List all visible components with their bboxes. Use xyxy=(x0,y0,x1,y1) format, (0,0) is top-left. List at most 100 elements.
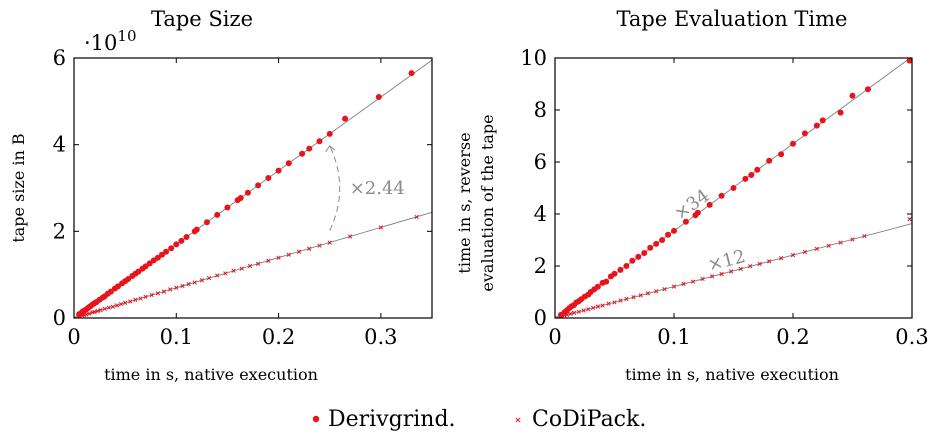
y-multiplier-exponent: 10 xyxy=(117,27,136,45)
data-point-derivgrind xyxy=(342,115,349,122)
y-multiplier: ·1010 xyxy=(84,27,137,55)
data-points xyxy=(76,70,419,319)
x-tick-label: 0.3 xyxy=(895,325,928,349)
x-tick-label: 0 xyxy=(67,325,80,349)
data-point-derivgrind xyxy=(214,211,221,218)
x-tick-label: 0.1 xyxy=(160,325,193,349)
data-point-codipack xyxy=(149,292,154,298)
data-point-codipack xyxy=(155,291,161,296)
y-multiplier-base: ·10 xyxy=(84,31,117,55)
data-point-codipack xyxy=(586,307,591,312)
data-point-derivgrind xyxy=(635,253,642,260)
data-point-codipack xyxy=(231,268,236,273)
data-point-codipack xyxy=(307,246,312,251)
data-point-derivgrind xyxy=(742,175,749,182)
y-tick-label: 0 xyxy=(534,306,547,330)
data-point-codipack xyxy=(98,308,103,313)
data-point-derivgrind xyxy=(706,201,713,208)
data-point-derivgrind xyxy=(864,86,871,93)
data-point-codipack xyxy=(645,291,650,296)
data-point-codipack xyxy=(802,249,808,255)
data-point-codipack xyxy=(239,266,244,271)
data-point-derivgrind xyxy=(665,231,672,238)
y-tick-label: 2 xyxy=(534,254,547,278)
annotation-text: ×2.44 xyxy=(350,178,405,199)
data-point-derivgrind xyxy=(275,167,282,174)
legend: Derivgrind. CoDiPack. xyxy=(312,407,646,432)
data-point-codipack xyxy=(681,281,686,287)
data-point-codipack xyxy=(122,300,128,305)
data-point-codipack xyxy=(110,304,116,309)
annotation-arrowhead xyxy=(325,145,336,153)
data-point-derivgrind xyxy=(801,130,808,137)
data-point-codipack xyxy=(186,282,191,287)
data-point-codipack xyxy=(118,301,124,307)
data-point-codipack xyxy=(223,271,228,276)
data-point-codipack xyxy=(778,256,784,261)
data-point-derivgrind xyxy=(158,251,165,258)
legend-label-codipack: CoDiPack. xyxy=(532,407,646,432)
data-point-codipack xyxy=(709,274,715,279)
data-point-codipack xyxy=(606,301,611,306)
data-point-codipack xyxy=(167,287,173,292)
data-point-codipack xyxy=(106,305,111,310)
data-point-derivgrind xyxy=(125,276,132,282)
legend-label-derivgrind: Derivgrind. xyxy=(328,407,456,432)
annotation-arrow xyxy=(329,145,341,231)
data-point-derivgrind xyxy=(641,250,648,256)
data-point-codipack xyxy=(590,305,596,311)
data-point-derivgrind xyxy=(255,182,262,189)
data-point-derivgrind xyxy=(694,209,701,216)
data-point-codipack xyxy=(618,298,623,303)
data-point-derivgrind xyxy=(754,166,761,173)
data-point-derivgrind xyxy=(647,244,654,251)
x-axis-label: time in s, native execution xyxy=(104,365,318,384)
data-point-codipack xyxy=(719,271,724,277)
x-tick-label: 0.3 xyxy=(364,325,397,349)
chart-title: Tape Evaluation Time xyxy=(617,7,848,31)
data-point-derivgrind xyxy=(168,245,175,252)
data-point-codipack xyxy=(862,233,867,239)
y-axis-label: tape size in B xyxy=(9,133,28,242)
data-point-codipack xyxy=(850,237,855,242)
data-point-derivgrind xyxy=(375,94,382,100)
data-point-codipack xyxy=(814,246,819,251)
data-point-derivgrind xyxy=(142,263,149,270)
data-point-codipack xyxy=(738,266,743,272)
data-point-codipack xyxy=(690,279,696,284)
data-point-codipack xyxy=(790,252,796,258)
data-point-derivgrind xyxy=(265,175,272,182)
data-point-derivgrind xyxy=(671,227,677,234)
y-tick-label: 6 xyxy=(53,46,66,70)
data-point-derivgrind xyxy=(653,240,660,247)
data-point-codipack xyxy=(826,243,831,248)
data-point-codipack xyxy=(348,234,353,239)
data-point-derivgrind xyxy=(316,138,323,145)
data-point-codipack xyxy=(161,289,167,294)
annotation: ×2.44 xyxy=(325,145,405,231)
x-axis-label: time in s, native execution xyxy=(625,365,839,384)
data-point-codipack xyxy=(327,240,332,245)
data-point-codipack xyxy=(600,303,605,308)
data-point-codipack xyxy=(414,214,419,220)
data-point-derivgrind xyxy=(285,160,292,167)
data-point-derivgrind xyxy=(183,233,190,240)
data-point-codipack xyxy=(907,217,912,222)
y-axis-label-line-1: time in s, reverse xyxy=(455,132,474,273)
data-point-codipack xyxy=(576,309,581,314)
data-point-codipack xyxy=(631,295,636,300)
data-point-codipack xyxy=(199,278,205,283)
data-point-codipack xyxy=(612,300,617,305)
data-point-derivgrind xyxy=(178,237,185,244)
data-point-derivgrind xyxy=(154,254,161,261)
data-point-derivgrind xyxy=(819,117,826,124)
x-tick-label: 0 xyxy=(548,325,561,349)
data-point-codipack xyxy=(266,258,271,263)
data-point-codipack xyxy=(624,296,629,302)
data-point-derivgrind xyxy=(906,57,913,64)
legend-marker-derivgrind xyxy=(312,415,320,423)
fit-line xyxy=(73,211,433,319)
data-point-codipack xyxy=(133,297,138,302)
data-point-derivgrind xyxy=(813,122,820,129)
